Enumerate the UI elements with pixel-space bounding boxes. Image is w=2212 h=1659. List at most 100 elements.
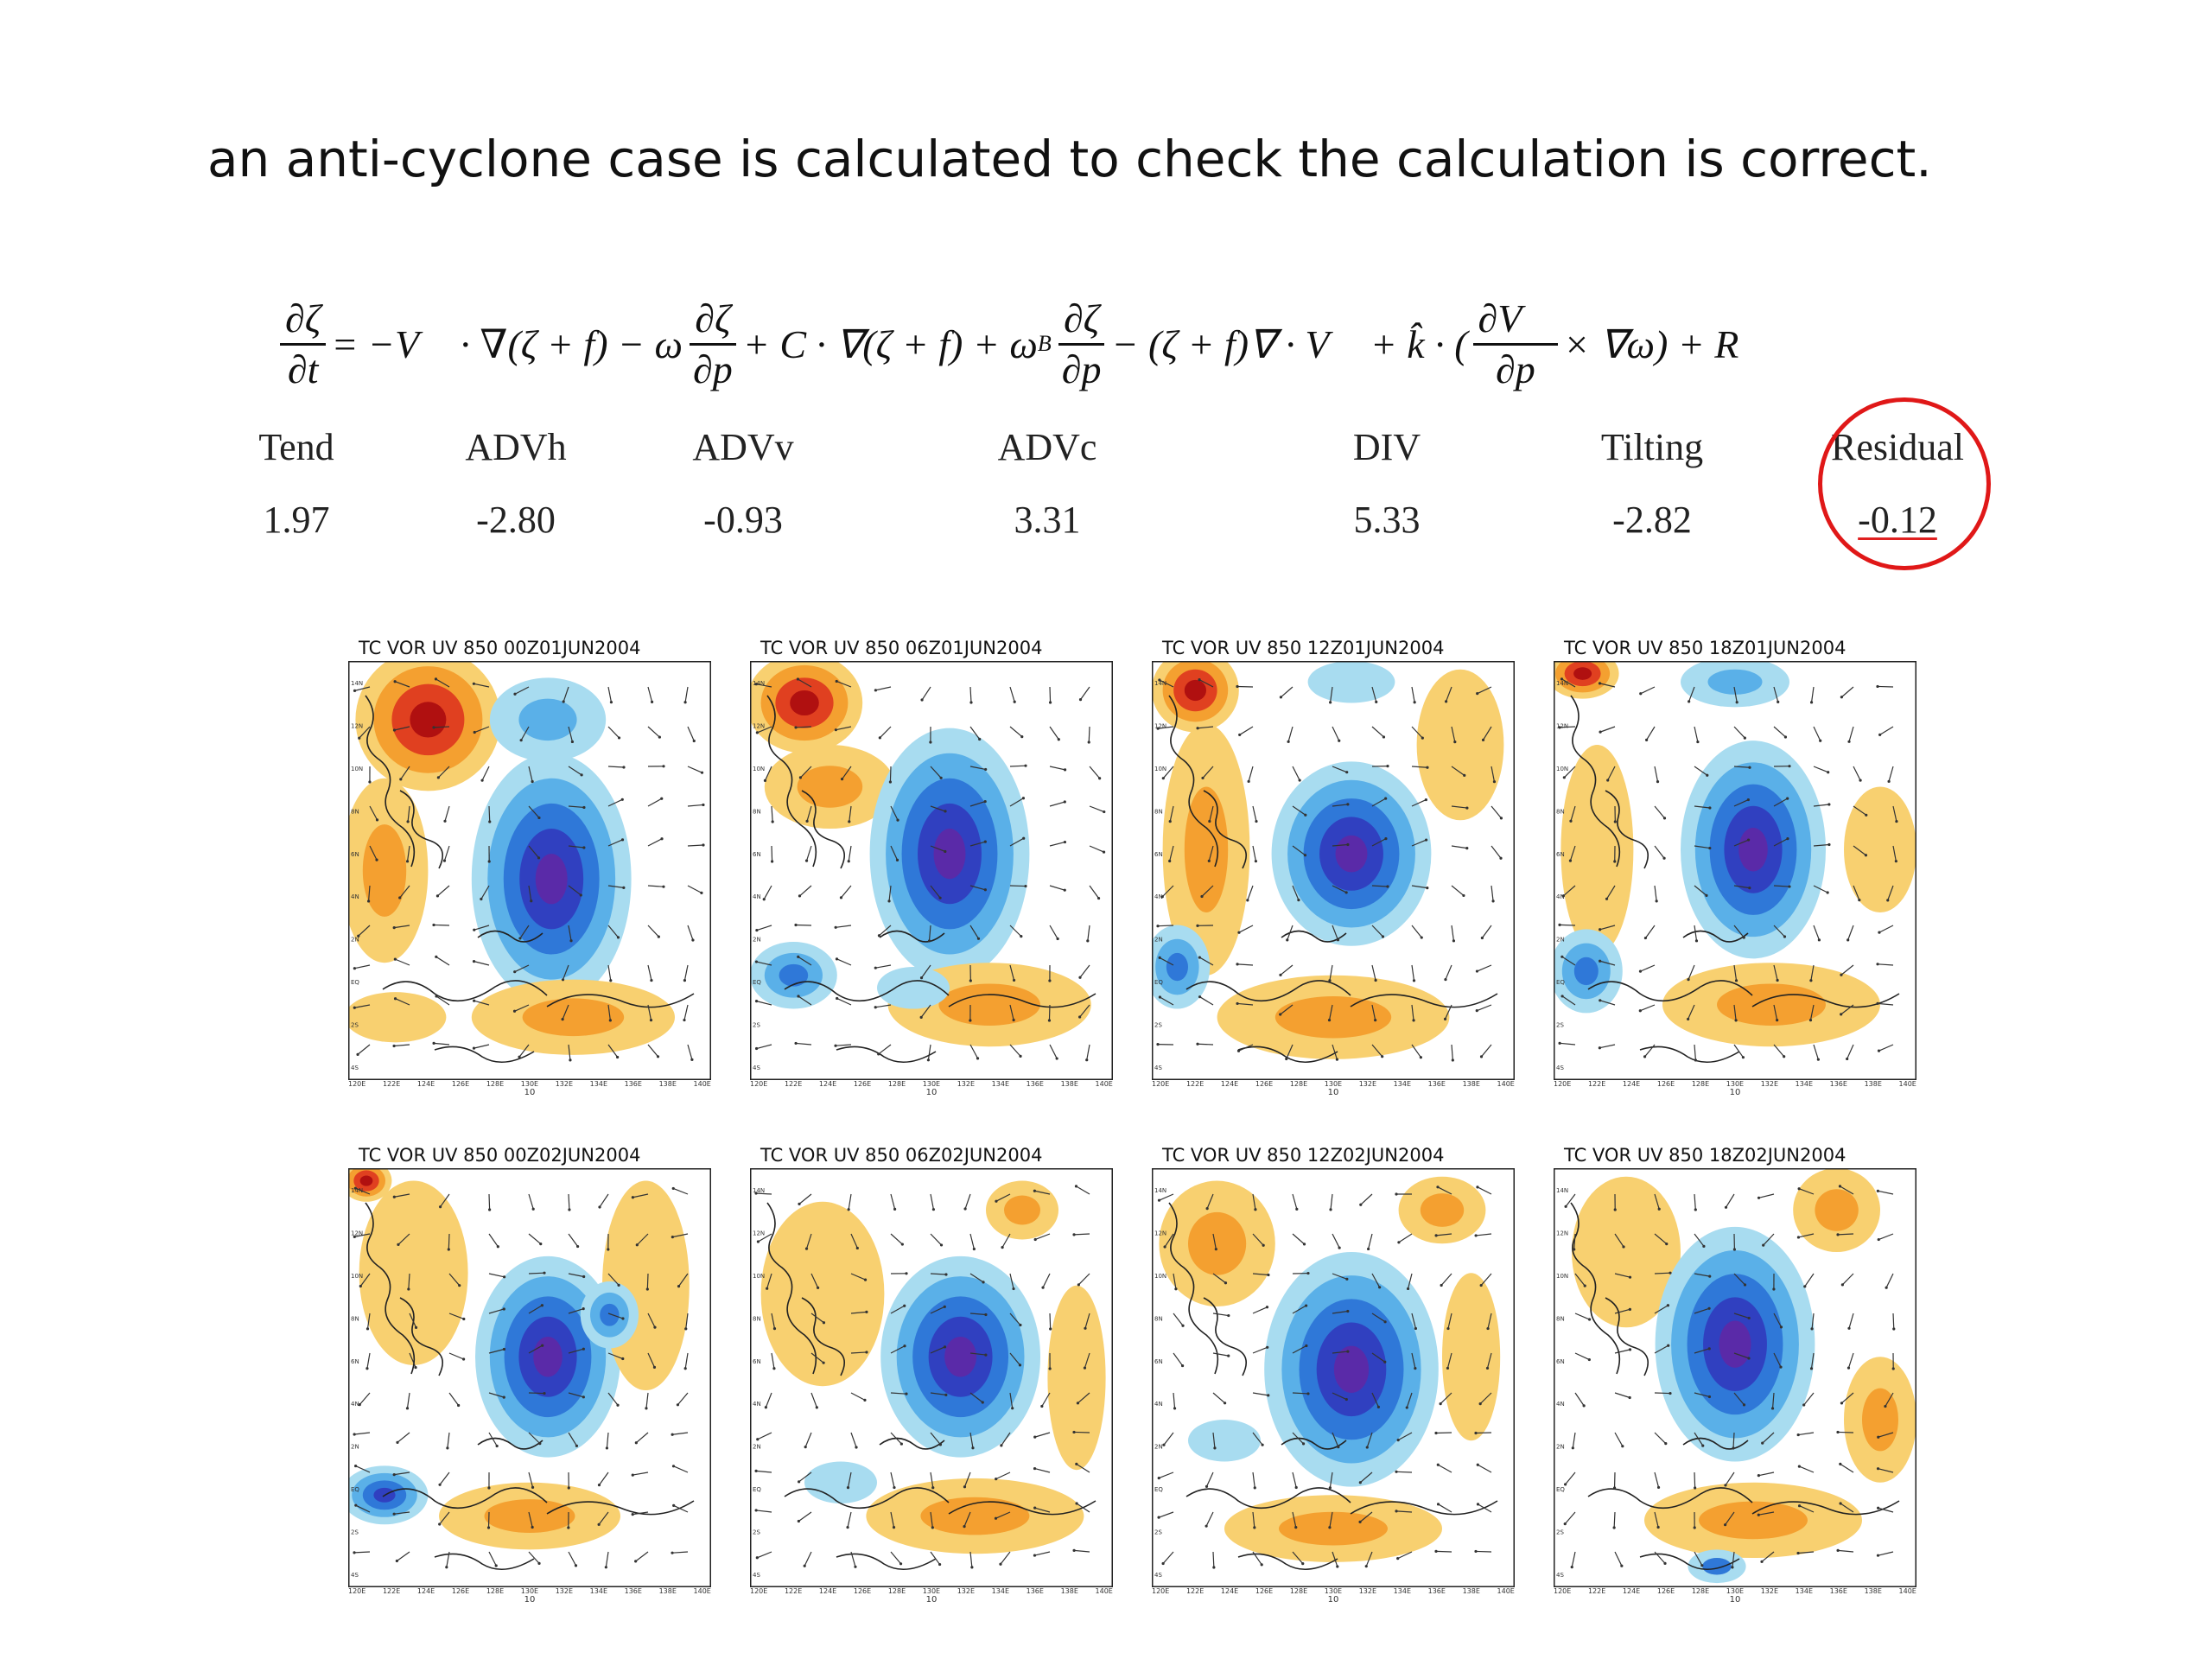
- map-x-tick-label: 136E: [1026, 1080, 1044, 1088]
- wind-vector-head: [568, 1208, 571, 1211]
- wind-vector-head: [1707, 1395, 1712, 1399]
- fraction-4-num: ∂V⃗: [1472, 295, 1559, 346]
- map-x-tick-label: 124E: [818, 1587, 837, 1595]
- wind-vector: [1878, 1190, 1894, 1195]
- wind-vector: [995, 1193, 1011, 1202]
- wind-vector-head: [1446, 1326, 1450, 1331]
- wind-vector: [1694, 726, 1699, 742]
- wind-vector-head: [1033, 1466, 1037, 1471]
- wind-vector: [1238, 925, 1254, 933]
- map-x-tick-label: 128E: [1289, 1587, 1308, 1595]
- wind-vector-head: [1386, 885, 1389, 888]
- wind-vector: [1810, 1352, 1815, 1369]
- wind-vector-head: [944, 1273, 948, 1276]
- map-y-tick-label: EQ: [351, 1486, 359, 1493]
- wind-vector-head: [848, 820, 851, 823]
- wind-vector: [678, 1273, 689, 1287]
- vorticity-contour: [535, 854, 568, 905]
- wind-vector: [1813, 925, 1820, 941]
- wind-vector-head: [1827, 842, 1831, 847]
- wind-vector-head: [1213, 1446, 1217, 1450]
- map-x-tick-label: 124E: [1220, 1080, 1239, 1088]
- wind-vector-head: [1474, 1549, 1478, 1554]
- wind-vector-head: [944, 810, 947, 813]
- wind-vector-head: [1444, 977, 1447, 982]
- wind-vector-head: [700, 771, 704, 774]
- coastline: [365, 1202, 416, 1375]
- wind-vector-head: [755, 928, 759, 932]
- wind-vector: [528, 1344, 543, 1354]
- wind-vector-head: [1024, 764, 1027, 767]
- coastline: [546, 1500, 695, 1516]
- wind-vector: [514, 964, 530, 973]
- wind-vector: [354, 1233, 371, 1237]
- wind-vector-head: [1724, 1205, 1728, 1209]
- wind-vector-head: [797, 995, 800, 998]
- wind-vector: [1371, 838, 1387, 847]
- wind-vector: [890, 845, 899, 861]
- wind-vector-head: [502, 1307, 505, 1311]
- coastline: [1570, 1202, 1621, 1375]
- wind-vector-head: [1253, 1526, 1256, 1529]
- wind-vector: [528, 1233, 542, 1245]
- wind-vector-head: [375, 818, 379, 822]
- vector-scale-label: 10: [1327, 1595, 1339, 1605]
- wind-vector: [607, 1352, 623, 1360]
- wind-vector: [1804, 1273, 1815, 1287]
- wind-vector-head: [1021, 797, 1026, 800]
- wind-vector-head: [834, 728, 837, 732]
- map-y-tick-label: 4S: [1556, 1065, 1564, 1071]
- wind-vector: [1480, 1273, 1492, 1286]
- wind-vector: [1654, 885, 1657, 901]
- wind-vector-head: [1748, 766, 1751, 769]
- vorticity-contour: [1274, 996, 1392, 1039]
- wind-vector-head: [969, 979, 972, 982]
- wind-vector: [488, 805, 491, 823]
- wind-vector-head: [1480, 936, 1484, 940]
- wind-vector: [1009, 1044, 1021, 1057]
- wind-vector: [890, 1471, 895, 1488]
- wind-vector-head: [1613, 820, 1617, 823]
- wind-vector: [1773, 885, 1790, 887]
- wind-vector: [488, 1551, 497, 1567]
- wind-vector: [1371, 798, 1386, 807]
- wind-vector-head: [1072, 1233, 1076, 1236]
- coastline: [1185, 1487, 1351, 1510]
- wind-vector-head: [616, 1403, 620, 1407]
- wind-vector: [930, 1306, 945, 1314]
- wind-vector: [930, 1471, 934, 1488]
- wind-vector-head: [1809, 1367, 1814, 1370]
- wind-vector: [995, 1511, 1011, 1519]
- wind-vector-head: [1074, 1185, 1078, 1188]
- wind-vector: [930, 1193, 935, 1210]
- wind-vector-head: [1723, 1523, 1727, 1527]
- wind-vector: [1009, 925, 1022, 938]
- wind-vector: [673, 1187, 689, 1195]
- wind-vector-head: [1424, 798, 1427, 802]
- term-value-tilting: -2.82: [1612, 499, 1692, 541]
- wind-vector-head: [1086, 939, 1090, 943]
- wind-vector-head: [502, 1347, 506, 1351]
- wind-vector-head: [1382, 735, 1386, 739]
- map-x-tick-label: 130E: [1324, 1080, 1343, 1088]
- wind-vector: [841, 885, 852, 899]
- wind-vector-head: [609, 979, 613, 982]
- wind-vector: [1733, 798, 1749, 807]
- wind-vector: [1573, 1233, 1576, 1249]
- fraction-3-den: ∂p: [1061, 346, 1102, 391]
- wind-vector-head: [1643, 1055, 1647, 1058]
- wind-vector: [969, 925, 979, 939]
- wind-vector: [921, 686, 931, 701]
- map-y-tick-label: 2N: [753, 1444, 761, 1451]
- wind-vector-head: [1254, 1208, 1257, 1211]
- wind-vector-head: [755, 1556, 759, 1560]
- wind-vector-head: [1063, 840, 1067, 844]
- wind-vector-head: [1157, 1516, 1160, 1519]
- wind-vector: [1614, 1551, 1623, 1567]
- wind-vector-head: [1083, 1366, 1087, 1370]
- wind-vector: [1436, 1233, 1452, 1236]
- wind-vector-head: [846, 1486, 850, 1490]
- wind-vector: [1847, 1044, 1854, 1059]
- wind-vector: [406, 845, 410, 861]
- map-y-tick-label: 4N: [1154, 1401, 1163, 1408]
